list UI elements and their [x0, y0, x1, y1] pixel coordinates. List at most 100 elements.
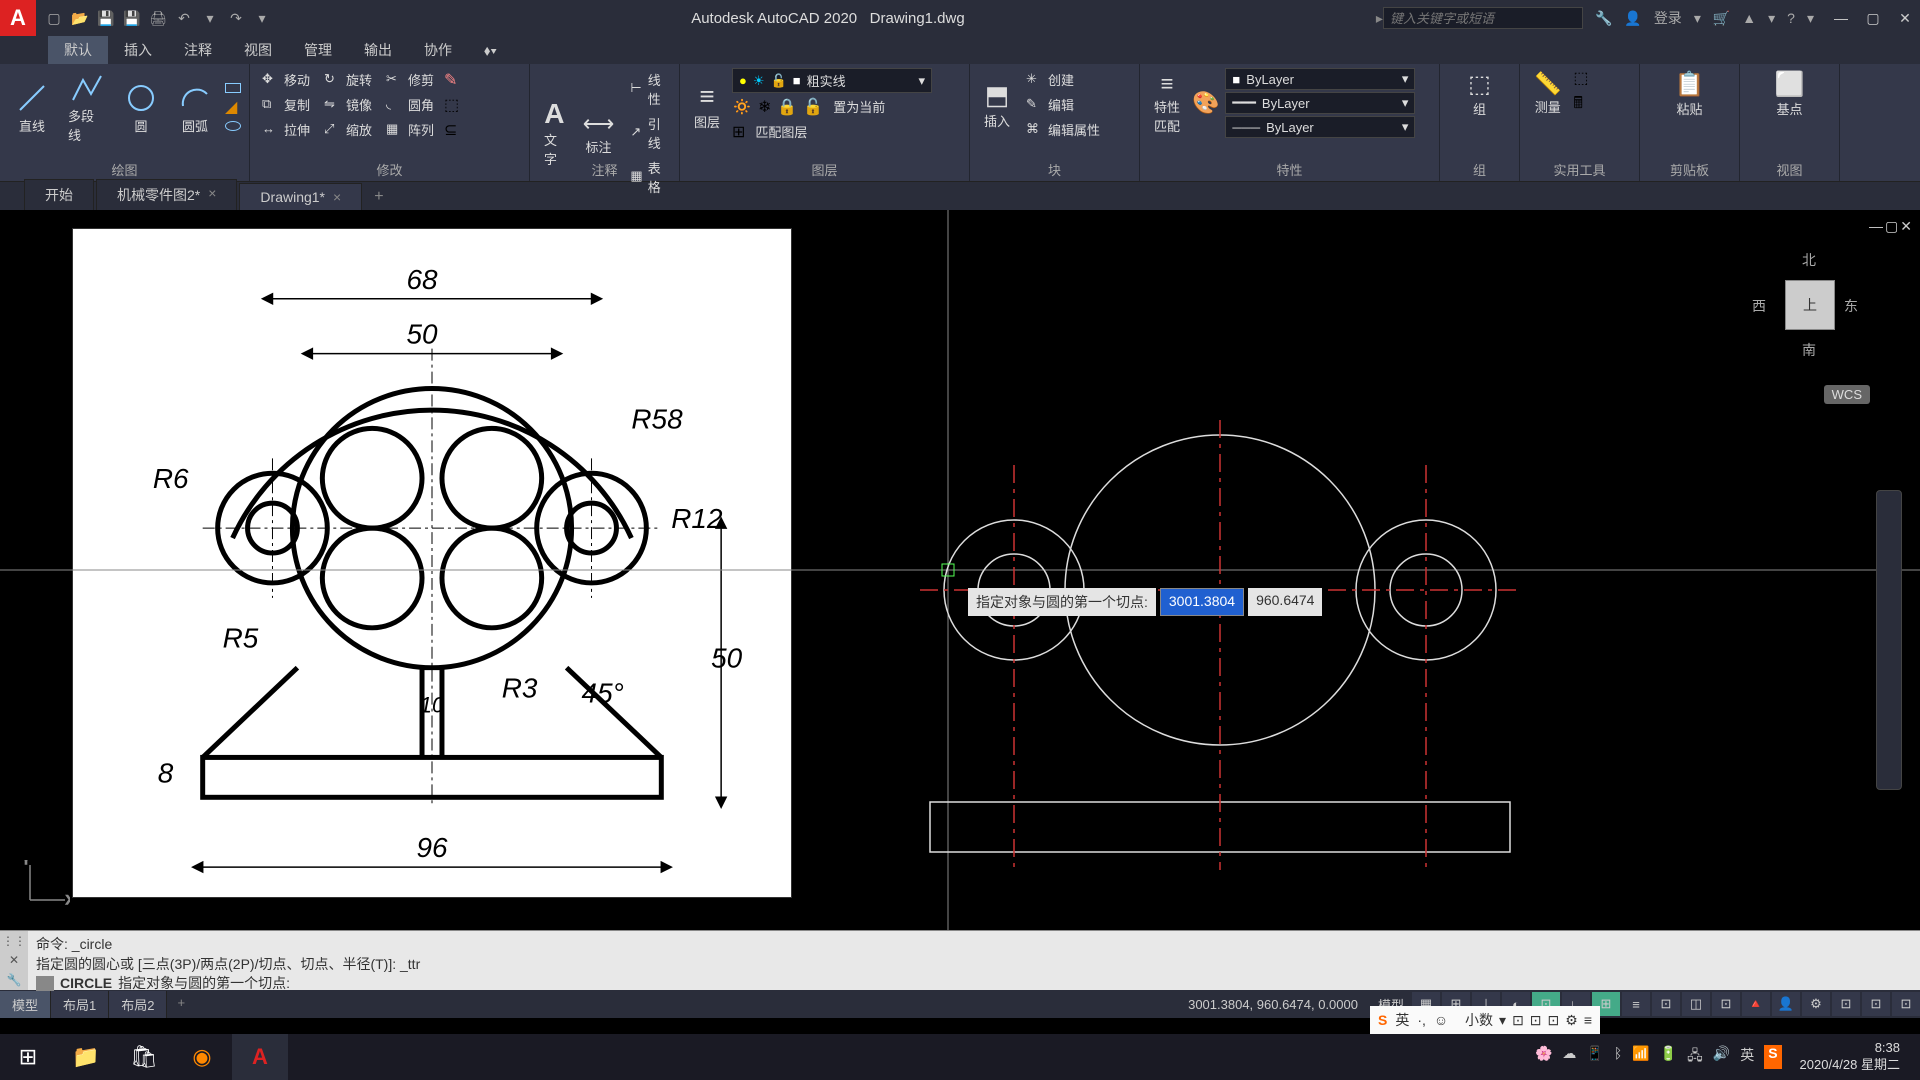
- menu-tab-insert[interactable]: 插入: [108, 36, 168, 64]
- rect-icon[interactable]: [225, 83, 241, 93]
- drawing-canvas[interactable]: — ▢ ✕: [0, 210, 1920, 930]
- undo-icon[interactable]: ↶: [174, 8, 194, 28]
- cmd-input[interactable]: CIRCLE 指定对象与圆的第一个切点:: [36, 974, 1912, 994]
- bluetooth-icon[interactable]: ᛒ: [1614, 1045, 1622, 1069]
- editattr-button[interactable]: ⌘编辑属性: [1022, 118, 1104, 141]
- sc-toggle[interactable]: ⊡: [1712, 992, 1740, 1016]
- new-tab-button[interactable]: +: [364, 184, 393, 210]
- fillet-button[interactable]: ◟圆角: [382, 93, 438, 116]
- text-button[interactable]: A文字: [538, 96, 571, 170]
- icon[interactable]: ⊡: [1512, 1012, 1524, 1029]
- anno-toggle[interactable]: 🔺: [1742, 992, 1770, 1016]
- layout2-tab[interactable]: 布局2: [109, 991, 167, 1018]
- infocenter-icon[interactable]: 🔧: [1595, 10, 1612, 27]
- app-icon[interactable]: A: [0, 0, 36, 36]
- minimize-button[interactable]: —: [1826, 5, 1856, 31]
- menu-tab-view[interactable]: 视图: [228, 36, 288, 64]
- ime-label[interactable]: 英: [1740, 1045, 1754, 1069]
- editblock-button[interactable]: ✎编辑: [1022, 93, 1104, 116]
- tpy-toggle[interactable]: ⊡: [1652, 992, 1680, 1016]
- plot-icon[interactable]: 🖨: [148, 8, 168, 28]
- dim-button[interactable]: ⟷标注: [577, 109, 621, 158]
- network-icon[interactable]: 🖧: [1687, 1045, 1703, 1069]
- linetype-dropdown[interactable]: ───ByLayer▾: [1225, 116, 1415, 138]
- start-button[interactable]: ⊞: [0, 1034, 56, 1080]
- measure-button[interactable]: 📏测量: [1528, 69, 1567, 118]
- login-label[interactable]: 登录: [1654, 8, 1682, 28]
- ime-punct-icon[interactable]: ·,: [1417, 1012, 1426, 1028]
- icon[interactable]: ⊡: [1548, 1012, 1560, 1029]
- wcs-badge[interactable]: WCS: [1824, 385, 1870, 404]
- menu-tab-annotate[interactable]: 注释: [168, 36, 228, 64]
- color-dropdown[interactable]: ■ByLayer▾: [1225, 68, 1415, 90]
- move-button[interactable]: ✥移动: [258, 68, 314, 91]
- close-icon[interactable]: ×: [208, 185, 216, 205]
- search-input[interactable]: [1383, 7, 1583, 29]
- circle-button[interactable]: 圆: [117, 78, 165, 137]
- layer-icon[interactable]: 🔓: [803, 97, 823, 117]
- layer-dropdown[interactable]: ●☀🔓■ 粗实线▾: [732, 68, 932, 93]
- layer-icon[interactable]: 🔒: [777, 97, 797, 117]
- ime-emoji-icon[interactable]: ☺: [1434, 1012, 1448, 1028]
- open-icon[interactable]: 📂: [70, 8, 90, 28]
- explode-icon[interactable]: ⬚: [444, 95, 459, 115]
- layout1-tab[interactable]: 布局1: [51, 991, 109, 1018]
- close-button[interactable]: ✕: [1890, 5, 1920, 31]
- calc-icon[interactable]: 🖩: [1573, 92, 1588, 119]
- store-button[interactable]: 🛍: [116, 1034, 172, 1080]
- scale-button[interactable]: ⤢缩放: [320, 118, 376, 141]
- leader-button[interactable]: ↗引线: [626, 112, 671, 154]
- paste-button[interactable]: 📋粘贴: [1648, 68, 1731, 120]
- redo-icon[interactable]: ↷: [226, 8, 246, 28]
- mirror-button[interactable]: ⇋镜像: [320, 93, 376, 116]
- doctab-2[interactable]: Drawing1*×: [239, 183, 362, 210]
- menu-tab-default[interactable]: 默认: [48, 36, 108, 64]
- icon[interactable]: ⚙: [1565, 1012, 1578, 1029]
- icon[interactable]: ≡: [1584, 1012, 1592, 1028]
- arc-button[interactable]: 圆弧: [171, 78, 219, 137]
- help-dropdown-icon[interactable]: ▾: [1807, 10, 1814, 27]
- copy-button[interactable]: ⧉复制: [258, 93, 314, 116]
- tray-icon[interactable]: 🌸: [1535, 1045, 1552, 1069]
- maximize-button[interactable]: ▢: [1858, 5, 1888, 31]
- lwt-toggle[interactable]: ≡: [1622, 992, 1650, 1016]
- navigation-bar[interactable]: [1876, 490, 1902, 790]
- erase-icon[interactable]: ✎: [444, 70, 457, 90]
- save-icon[interactable]: 💾: [96, 8, 116, 28]
- lineweight-dropdown[interactable]: ━━━ByLayer▾: [1225, 92, 1415, 114]
- linear-button[interactable]: ⊢线性: [626, 68, 671, 110]
- group-button[interactable]: ⬚组: [1448, 68, 1511, 120]
- polyline-button[interactable]: 多段线: [62, 68, 111, 146]
- new-icon[interactable]: ▢: [44, 8, 64, 28]
- undo-dropdown-icon[interactable]: ▾: [200, 8, 220, 28]
- color-wheel-icon[interactable]: 🎨: [1192, 90, 1219, 116]
- stretch-button[interactable]: ↔拉伸: [258, 118, 314, 141]
- qp-toggle[interactable]: ◫: [1682, 992, 1710, 1016]
- menu-tab-manage[interactable]: 管理: [288, 36, 348, 64]
- base-button[interactable]: ⬜基点: [1748, 68, 1831, 120]
- line-button[interactable]: 直线: [8, 78, 56, 137]
- help-icon[interactable]: ?: [1787, 10, 1795, 26]
- viewcube-top[interactable]: 上: [1785, 280, 1835, 330]
- layers-button[interactable]: ≡图层: [688, 79, 726, 133]
- cmd-handle[interactable]: ⋮⋮✕🔧: [0, 931, 28, 990]
- matchprop-button[interactable]: ≡特性 匹配: [1148, 69, 1186, 137]
- array-button[interactable]: ▦阵列: [382, 118, 438, 141]
- iso-toggle[interactable]: ⊡: [1862, 992, 1890, 1016]
- offset-icon[interactable]: ⊆: [444, 120, 457, 140]
- doctab-1[interactable]: 机械零件图2*×: [96, 179, 237, 210]
- layer-match-icon[interactable]: ⊞: [732, 122, 745, 142]
- tray-icon[interactable]: 📶: [1632, 1045, 1649, 1069]
- clock[interactable]: 8:38 2020/4/28 星期二: [1792, 1040, 1908, 1074]
- trim-button[interactable]: ✂修剪: [382, 68, 438, 91]
- sel-toggle[interactable]: ⊡: [1832, 992, 1860, 1016]
- model-tab[interactable]: 模型: [0, 991, 51, 1018]
- sogou-tray-icon[interactable]: S: [1764, 1045, 1781, 1069]
- apps-icon[interactable]: ▲: [1742, 10, 1756, 26]
- hw-toggle[interactable]: ⊡: [1892, 992, 1920, 1016]
- select-icon[interactable]: ⬚: [1573, 68, 1588, 88]
- volume-icon[interactable]: 🔊: [1713, 1045, 1730, 1069]
- explorer-button[interactable]: 📁: [58, 1034, 114, 1080]
- saveas-icon[interactable]: 💾: [122, 8, 142, 28]
- icon[interactable]: ⊡: [1530, 1012, 1542, 1029]
